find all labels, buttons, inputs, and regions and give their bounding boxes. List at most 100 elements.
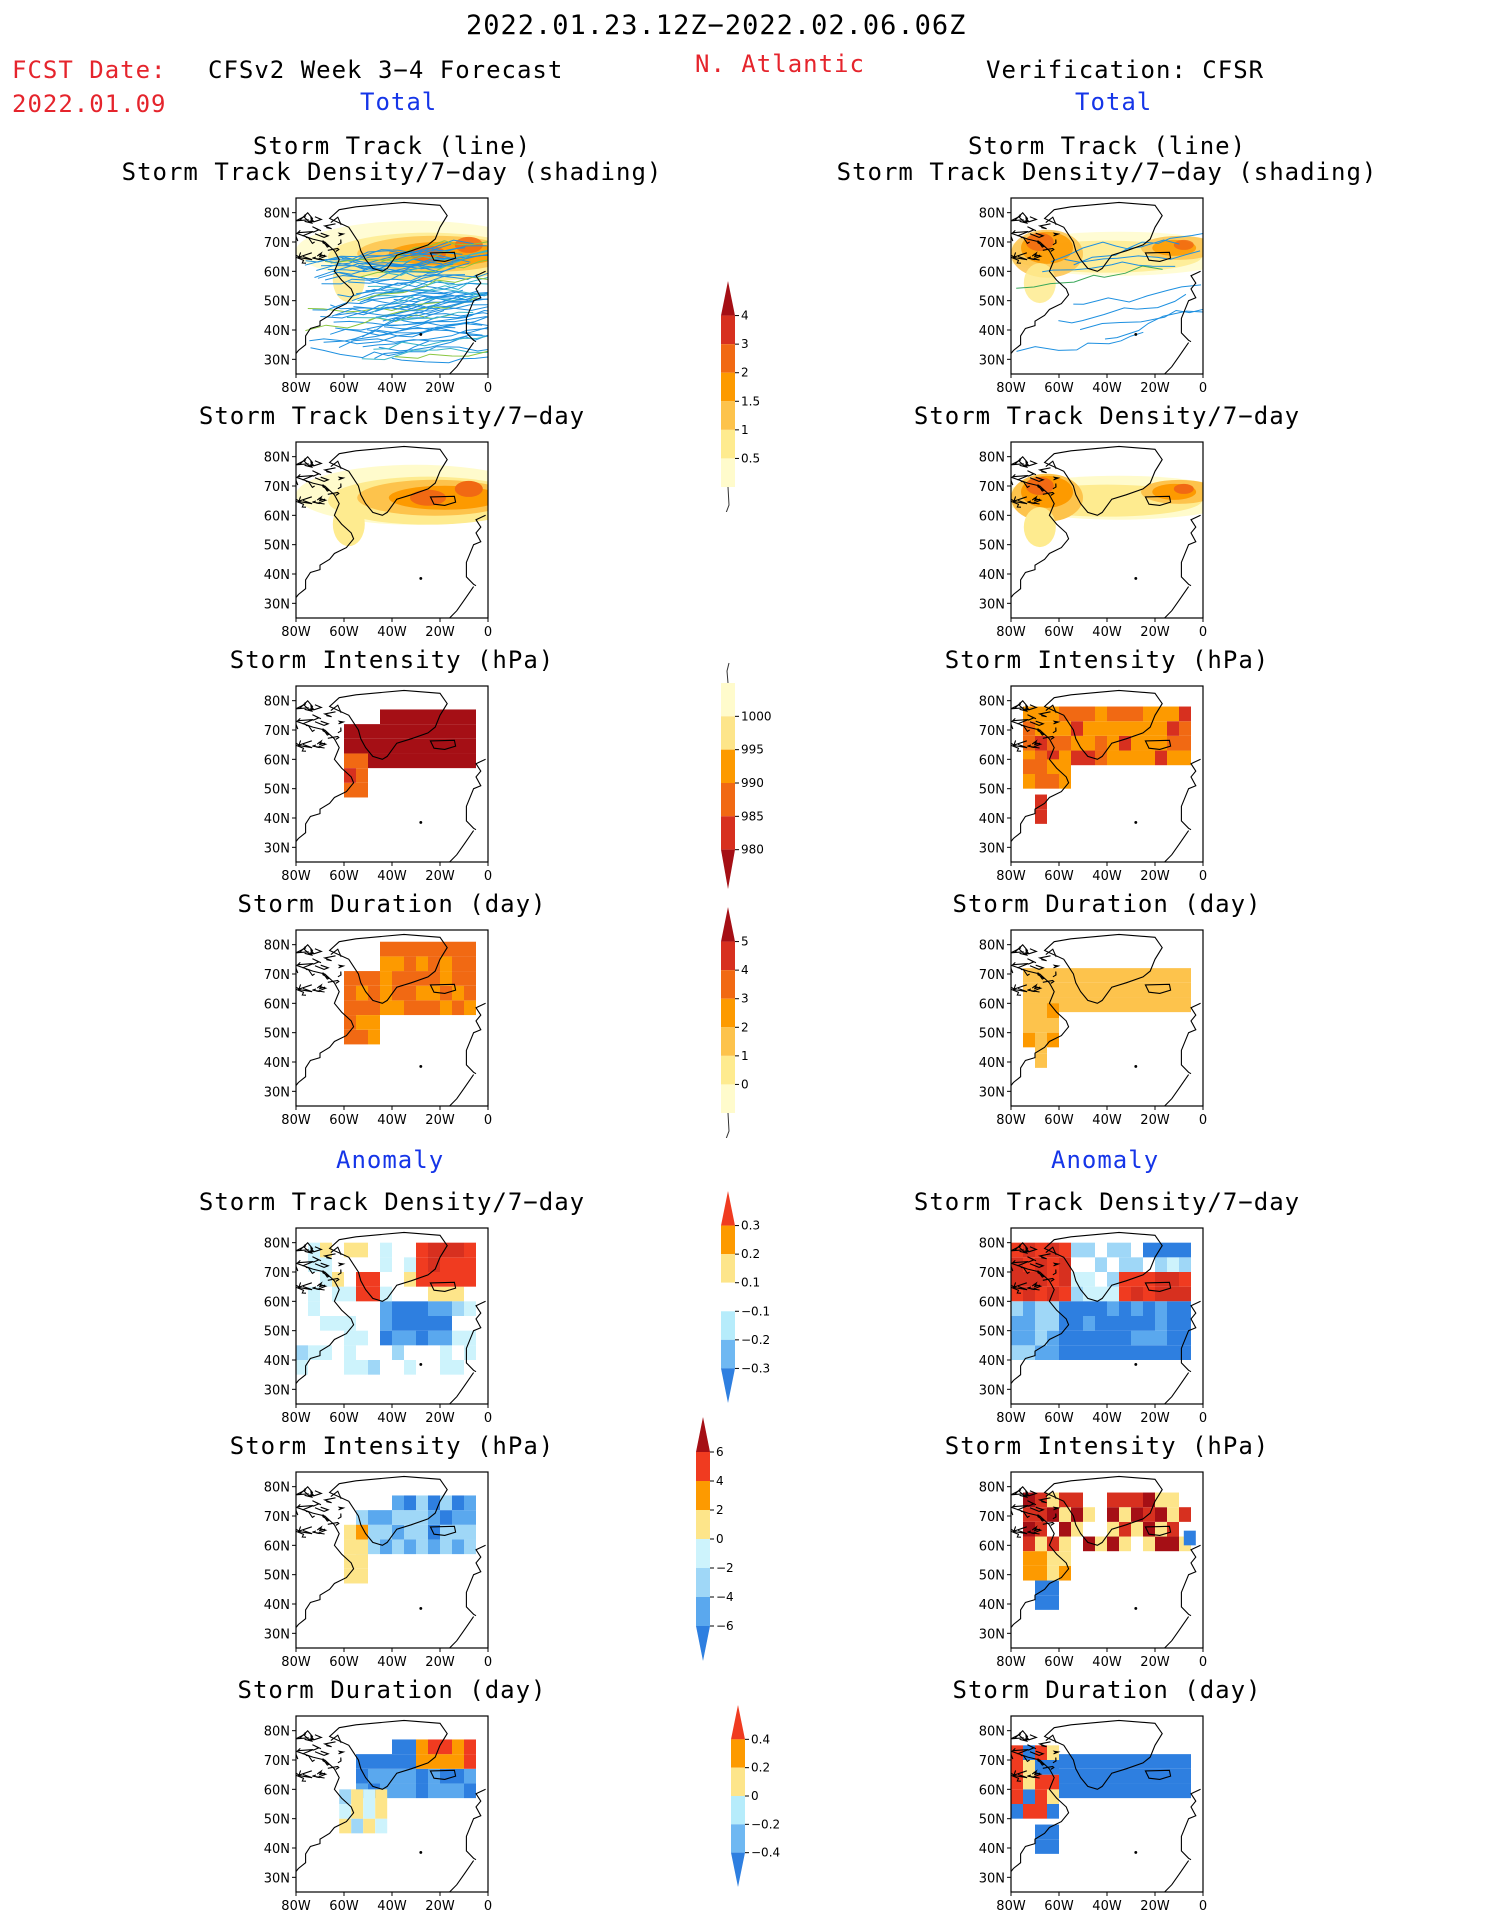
lat-tick-label: 80N bbox=[979, 939, 1005, 954]
colorbar-tick-label: 0 bbox=[716, 1532, 724, 1546]
colorbar-svg: 5 4 3 2 1 0 bbox=[721, 907, 749, 1140]
lat-tick-label: 50N bbox=[979, 1569, 1005, 1584]
lat-tick-label: 60N bbox=[979, 997, 1005, 1012]
lon-tick-label: 80W bbox=[281, 1113, 311, 1128]
colorbar-duration-total: 5 4 3 2 1 0 bbox=[717, 888, 787, 1142]
anomaly-label-right: Anomaly bbox=[1051, 1146, 1160, 1174]
lon-tick-label: 0 bbox=[1199, 1655, 1207, 1670]
colorbar-svg: 6 4 2 0 −2 −4 −6 bbox=[696, 1417, 734, 1661]
lon-tick-label: 0 bbox=[1199, 625, 1207, 640]
lon-tick-label: 0 bbox=[484, 381, 492, 396]
lon-tick-label: 0 bbox=[484, 869, 492, 884]
lat-tick-label: 50N bbox=[979, 783, 1005, 798]
colorbar-tick-label: 3 bbox=[741, 337, 749, 351]
lon-tick-label: 80W bbox=[281, 625, 311, 640]
lat-tick-label: 50N bbox=[979, 1813, 1005, 1828]
lat-tick-label: 70N bbox=[979, 1266, 1005, 1281]
colorbar-tick-label: 2 bbox=[741, 1020, 749, 1034]
lat-tick-label: 30N bbox=[264, 597, 290, 612]
lon-tick-label: 0 bbox=[484, 1113, 492, 1128]
lat-tick-label: 40N bbox=[979, 568, 1005, 583]
colorbar-tick-label: 1.5 bbox=[741, 394, 760, 408]
lon-tick-label: 20W bbox=[425, 381, 455, 396]
coastline bbox=[296, 933, 486, 1106]
colorbar-tick-label: 3 bbox=[741, 992, 749, 1006]
lat-tick-label: 30N bbox=[264, 1383, 290, 1398]
map-canvas: 80N 70N 60N 50N 40N 30N 80W 60W 40W 20W 0 bbox=[264, 1715, 492, 1914]
lat-tick-label: 80N bbox=[264, 1481, 290, 1496]
lat-tick-label: 30N bbox=[264, 841, 290, 856]
lon-tick-label: 20W bbox=[425, 869, 455, 884]
lat-tick-label: 50N bbox=[979, 1027, 1005, 1042]
title-track-line-right: Storm Track (line) bbox=[967, 132, 1247, 160]
lon-tick-label: 40W bbox=[1092, 1655, 1122, 1670]
lat-tick-label: 60N bbox=[979, 1783, 1005, 1798]
map-canvas: 80N 70N 60N 50N 40N 30N 80W 60W 40W 20W 0 bbox=[264, 1227, 492, 1426]
lat-tick-label: 70N bbox=[979, 480, 1005, 495]
lon-tick-label: 80W bbox=[281, 1899, 311, 1914]
coastline bbox=[296, 1475, 486, 1648]
lat-tick-label: 80N bbox=[979, 1725, 1005, 1740]
colorbar-tick-label: −2 bbox=[716, 1561, 734, 1575]
map-duration-anom-forecast: 80N 70N 60N 50N 40N 30N 80W 60W 40W 20W 0 bbox=[264, 1715, 492, 1918]
lat-tick-label: 40N bbox=[264, 1598, 290, 1613]
colorbar-tick-label: 1000 bbox=[741, 709, 772, 723]
colorbar-tick-label: 2 bbox=[716, 1503, 724, 1517]
map-canvas: 80N 70N 60N 50N 40N 30N 80W 60W 40W 20W 0 bbox=[979, 929, 1207, 1128]
coastline bbox=[1011, 445, 1201, 618]
colorbar-tick-label: 2 bbox=[741, 366, 749, 380]
lat-tick-label: 40N bbox=[979, 324, 1005, 339]
lat-tick-label: 60N bbox=[979, 1539, 1005, 1554]
colorbar-tick-label: −0.4 bbox=[751, 1846, 780, 1860]
lat-tick-label: 40N bbox=[979, 1598, 1005, 1613]
map-canvas: 80N 70N 60N 50N 40N 30N 80W 60W 40W 20W 0 bbox=[979, 1715, 1207, 1914]
lat-tick-label: 70N bbox=[264, 236, 290, 251]
lat-tick-label: 70N bbox=[264, 968, 290, 983]
lat-tick-label: 60N bbox=[979, 265, 1005, 280]
lat-tick-label: 80N bbox=[264, 939, 290, 954]
total-label-left: Total bbox=[360, 88, 438, 116]
title-intensity-anom-right: Storm Intensity (hPa) bbox=[944, 1432, 1270, 1460]
lat-tick-label: 30N bbox=[979, 1627, 1005, 1642]
lon-tick-label: 60W bbox=[329, 1113, 359, 1128]
lon-tick-label: 0 bbox=[1199, 1899, 1207, 1914]
lon-tick-label: 80W bbox=[281, 381, 311, 396]
map-canvas: 80N 70N 60N 50N 40N 30N 80W 60W 40W 20W 0 bbox=[264, 441, 492, 640]
lon-tick-label: 60W bbox=[1044, 1411, 1074, 1426]
lon-tick-label: 20W bbox=[1140, 1655, 1170, 1670]
colorbar-tick-label: 4 bbox=[716, 1474, 724, 1488]
lat-tick-label: 30N bbox=[264, 1085, 290, 1100]
lat-tick-label: 30N bbox=[979, 353, 1005, 368]
colorbar-tick-label: 5 bbox=[741, 935, 749, 949]
lon-tick-label: 0 bbox=[484, 625, 492, 640]
coastline bbox=[296, 445, 486, 618]
title-density-left: Storm Track Density/7−day bbox=[198, 402, 586, 430]
lat-tick-label: 50N bbox=[264, 1813, 290, 1828]
lat-tick-label: 40N bbox=[264, 1354, 290, 1369]
lat-tick-label: 80N bbox=[979, 1237, 1005, 1252]
lat-tick-label: 60N bbox=[264, 1539, 290, 1554]
coastline bbox=[1011, 689, 1201, 862]
lat-tick-label: 40N bbox=[979, 812, 1005, 827]
map-canvas: 80N 70N 60N 50N 40N 30N 80W 60W 40W 20W 0 bbox=[264, 929, 492, 1128]
title-duration-right: Storm Duration (day) bbox=[952, 890, 1262, 918]
colorbar-tick-label: 0.5 bbox=[741, 451, 760, 465]
lat-tick-label: 40N bbox=[264, 568, 290, 583]
coastline bbox=[296, 201, 486, 374]
title-intensity-anom-left: Storm Intensity (hPa) bbox=[229, 1432, 555, 1460]
lon-tick-label: 40W bbox=[1092, 869, 1122, 884]
lon-tick-label: 60W bbox=[1044, 381, 1074, 396]
lon-tick-label: 20W bbox=[1140, 381, 1170, 396]
colorbar-svg: 4 3 2 1.5 1 0.5 bbox=[721, 281, 760, 514]
lon-tick-label: 20W bbox=[425, 1411, 455, 1426]
lat-tick-label: 50N bbox=[979, 539, 1005, 554]
coastline bbox=[1011, 933, 1201, 1106]
fcst-date-label: FCST Date: bbox=[12, 56, 167, 84]
lon-tick-label: 20W bbox=[1140, 1899, 1170, 1914]
lat-tick-label: 80N bbox=[264, 451, 290, 466]
lon-tick-label: 40W bbox=[1092, 1411, 1122, 1426]
lat-tick-label: 60N bbox=[979, 509, 1005, 524]
colorbar-density-total: 4 3 2 1.5 1 0.5 bbox=[717, 262, 787, 516]
lat-tick-label: 70N bbox=[979, 1754, 1005, 1769]
map-intensity-verification: 80N 70N 60N 50N 40N 30N 80W 60W 40W 20W 0 bbox=[979, 685, 1207, 888]
